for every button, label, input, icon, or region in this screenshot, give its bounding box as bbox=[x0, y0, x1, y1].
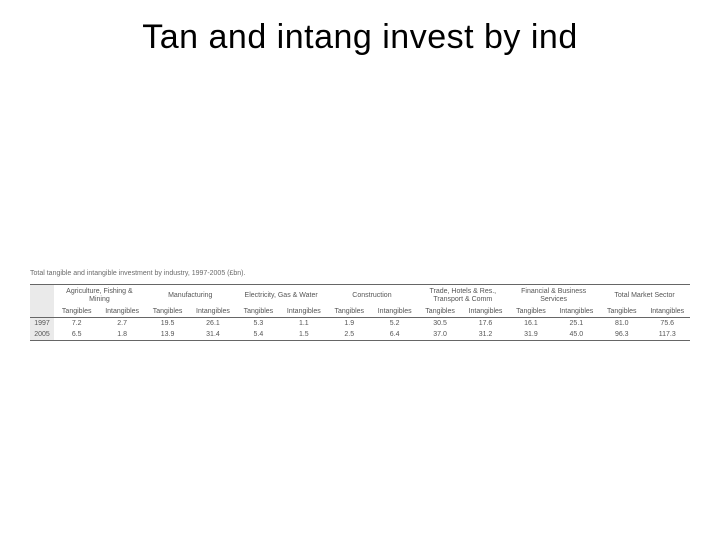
group-header: Financial & Business Services bbox=[508, 285, 599, 307]
value-cell: 16.1 bbox=[508, 318, 553, 330]
year-header-blank bbox=[30, 285, 54, 307]
group-header: Agriculture, Fishing & Mining bbox=[54, 285, 145, 307]
value-cell: 2.7 bbox=[99, 318, 144, 330]
value-cell: 96.3 bbox=[599, 329, 644, 341]
value-cell: 5.4 bbox=[236, 329, 281, 341]
year-cell: 2005 bbox=[30, 329, 54, 341]
sub-header: Tangibles bbox=[236, 306, 281, 318]
group-header: Manufacturing bbox=[145, 285, 236, 307]
value-cell: 75.6 bbox=[644, 318, 690, 330]
table-caption: Total tangible and intangible investment… bbox=[30, 270, 245, 277]
value-cell: 31.4 bbox=[190, 329, 235, 341]
value-cell: 5.3 bbox=[236, 318, 281, 330]
value-cell: 31.9 bbox=[508, 329, 553, 341]
value-cell: 17.6 bbox=[463, 318, 508, 330]
value-cell: 1.5 bbox=[281, 329, 326, 341]
value-cell: 1.1 bbox=[281, 318, 326, 330]
value-cell: 26.1 bbox=[190, 318, 235, 330]
slide: Tan and intang invest by ind Total tangi… bbox=[0, 0, 720, 540]
sub-header: Intangibles bbox=[99, 306, 144, 318]
year-cell: 1997 bbox=[30, 318, 54, 330]
value-cell: 7.2 bbox=[54, 318, 99, 330]
group-header: Construction bbox=[327, 285, 418, 307]
investment-table: Agriculture, Fishing & MiningManufacturi… bbox=[30, 284, 690, 341]
sub-header: Tangibles bbox=[417, 306, 462, 318]
group-header: Trade, Hotels & Res., Transport & Comm bbox=[417, 285, 508, 307]
sub-header: Intangibles bbox=[644, 306, 690, 318]
value-cell: 13.9 bbox=[145, 329, 190, 341]
value-cell: 45.0 bbox=[554, 329, 599, 341]
group-header: Total Market Sector bbox=[599, 285, 690, 307]
value-cell: 5.2 bbox=[372, 318, 417, 330]
value-cell: 6.5 bbox=[54, 329, 99, 341]
value-cell: 2.5 bbox=[327, 329, 372, 341]
slide-title: Tan and intang invest by ind bbox=[0, 18, 720, 57]
sub-header: Tangibles bbox=[145, 306, 190, 318]
sub-header: Tangibles bbox=[327, 306, 372, 318]
sub-header: Intangibles bbox=[190, 306, 235, 318]
sub-header: Intangibles bbox=[463, 306, 508, 318]
value-cell: 117.3 bbox=[644, 329, 690, 341]
sub-header: Intangibles bbox=[554, 306, 599, 318]
value-cell: 37.0 bbox=[417, 329, 462, 341]
sub-header: Intangibles bbox=[281, 306, 326, 318]
group-header: Electricity, Gas & Water bbox=[236, 285, 327, 307]
sub-header: Intangibles bbox=[372, 306, 417, 318]
value-cell: 1.9 bbox=[327, 318, 372, 330]
value-cell: 6.4 bbox=[372, 329, 417, 341]
value-cell: 19.5 bbox=[145, 318, 190, 330]
value-cell: 1.8 bbox=[99, 329, 144, 341]
year-subheader-blank bbox=[30, 306, 54, 318]
value-cell: 31.2 bbox=[463, 329, 508, 341]
sub-header: Tangibles bbox=[54, 306, 99, 318]
sub-header: Tangibles bbox=[508, 306, 553, 318]
value-cell: 30.5 bbox=[417, 318, 462, 330]
sub-header: Tangibles bbox=[599, 306, 644, 318]
value-cell: 81.0 bbox=[599, 318, 644, 330]
value-cell: 25.1 bbox=[554, 318, 599, 330]
